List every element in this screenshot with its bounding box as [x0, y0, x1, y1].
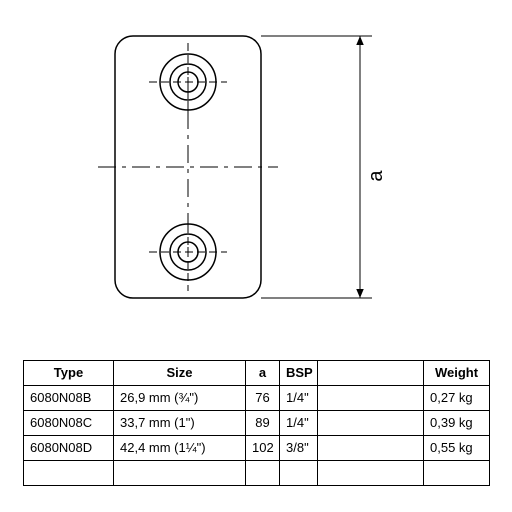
cell-size: 42,4 mm (1¼") [114, 436, 246, 461]
cell-weight: 0,55 kg [424, 436, 490, 461]
col-blank [318, 361, 424, 386]
cell-a: 89 [246, 411, 280, 436]
cell-a: 102 [246, 436, 280, 461]
col-weight: Weight [424, 361, 490, 386]
cell-size: 33,7 mm (1") [114, 411, 246, 436]
cell-weight: 0,39 kg [424, 411, 490, 436]
cell-blank [318, 436, 424, 461]
cell-type: 6080N08B [24, 386, 114, 411]
cell-bsp: 1/4" [280, 411, 318, 436]
table-header: TypeSizeaBSP Weight [24, 361, 490, 386]
cell-weight: 0,27 kg [424, 386, 490, 411]
table-row: 6080N08C33,7 mm (1")891/4" 0,39 kg [24, 411, 490, 436]
cell-bsp: 3/8" [280, 436, 318, 461]
cell-size: 26,9 mm (¾") [114, 386, 246, 411]
cell-blank [318, 411, 424, 436]
col-bsp: BSP [280, 361, 318, 386]
cell-blank [318, 386, 424, 411]
cell-bsp: 1/4" [280, 386, 318, 411]
table-row: 6080N08D42,4 mm (1¼")1023/8" 0,55 kg [24, 436, 490, 461]
dim-label: a [365, 170, 387, 182]
cell-type: 6080N08D [24, 436, 114, 461]
col-a: a [246, 361, 280, 386]
table-row: 6080N08B26,9 mm (¾")761/4" 0,27 kg [24, 386, 490, 411]
spec-table: TypeSizeaBSPWeight6080N08B26,9 mm (¾")76… [23, 360, 490, 486]
col-size: Size [114, 361, 246, 386]
dim-arrow-top [356, 36, 364, 45]
cell-type: 6080N08C [24, 411, 114, 436]
table-row-empty [24, 461, 490, 486]
dim-arrow-bot [356, 289, 364, 298]
col-type: Type [24, 361, 114, 386]
cell-a: 76 [246, 386, 280, 411]
